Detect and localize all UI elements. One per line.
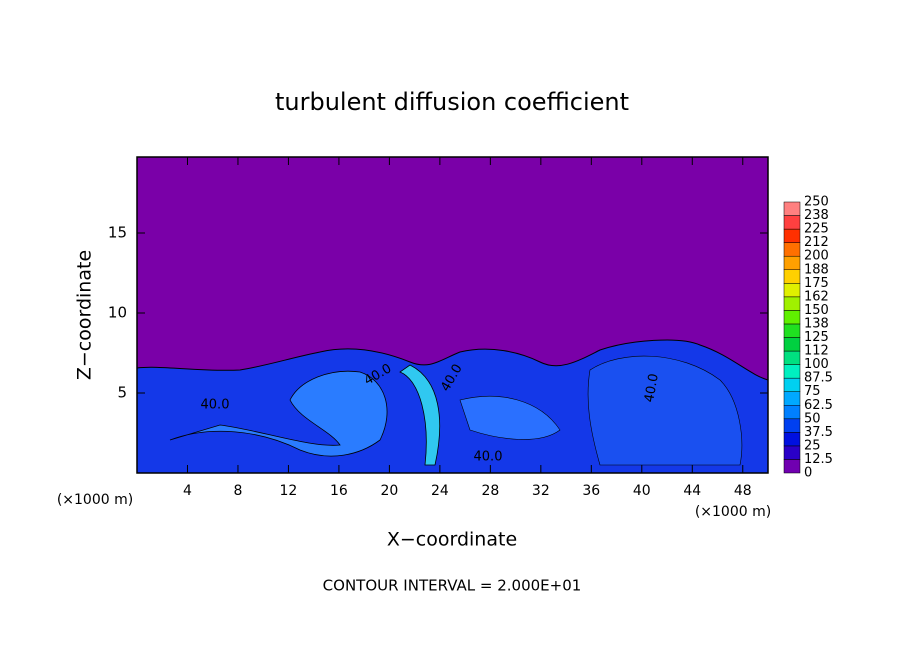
colorbar-swatch (783, 215, 801, 230)
x-tick-label: 20 (380, 483, 398, 499)
x-unit-label: (×1000 m) (57, 492, 133, 508)
colorbar-label: 175 (804, 276, 829, 291)
colorbar-swatch (783, 432, 801, 447)
colorbar-swatch (783, 255, 801, 271)
colorbar-label: 112 (804, 344, 829, 359)
colorbar-label: 0 (804, 466, 812, 481)
field (136, 157, 769, 474)
colorbar-swatch (783, 337, 801, 352)
x-tick-label: 32 (532, 483, 550, 499)
x-tick-label: 12 (280, 483, 298, 499)
colorbar-swatch (783, 242, 801, 257)
colorbar-label: 12.5 (804, 452, 833, 467)
x-tick-label: 48 (734, 483, 752, 499)
colorbar-swatch (783, 310, 801, 325)
y-tick-label: 15 (108, 224, 127, 242)
x-axis-label: X−coordinate (387, 529, 517, 551)
x-tick-label: 24 (431, 483, 449, 499)
colorbar-label: 138 (804, 316, 829, 331)
colorbar-label: 188 (804, 262, 829, 277)
field-region (399, 364, 441, 466)
colorbar-label: 200 (804, 249, 829, 264)
colorbar-label: 250 (804, 195, 829, 210)
colorbar-swatch (783, 323, 801, 338)
x-tick-label: 4 (183, 483, 192, 499)
colorbar-swatch (783, 283, 801, 298)
colorbar-label: 62.5 (804, 398, 833, 413)
x-tick-label: 40 (633, 483, 651, 499)
colorbar-swatch (783, 391, 801, 406)
colorbar-label: 100 (804, 357, 829, 372)
colorbar-swatch (783, 228, 801, 243)
colorbar-label: 50 (804, 411, 821, 426)
y-tick-label: 10 (108, 304, 127, 322)
colorbar-label: 238 (804, 208, 829, 223)
x-tick-label: 36 (582, 483, 600, 499)
x-tick-label: 44 (683, 483, 701, 499)
colorbar-swatch (783, 377, 801, 392)
contour-label: 40.0 (201, 398, 230, 413)
colorbar-swatch (783, 296, 801, 311)
colorbar-swatch (783, 201, 801, 216)
colorbar-swatch (783, 418, 801, 433)
x-tick-label: 28 (481, 483, 499, 499)
y-axis-label: Z−coordinate (74, 250, 96, 380)
colorbar-swatch (783, 405, 801, 420)
x-unit-label: (×1000 m) (695, 504, 771, 520)
colorbar-label: 25 (804, 438, 821, 453)
colorbar-swatch (783, 445, 801, 460)
field-region (169, 370, 388, 457)
x-tick-label: 8 (233, 483, 242, 499)
y-tick-label: 5 (117, 384, 127, 402)
colorbar-swatch (783, 269, 801, 284)
colorbar-label: 212 (804, 235, 829, 250)
contour-label: 40.0 (474, 450, 503, 465)
field-region (459, 395, 561, 440)
colorbar-label: 125 (804, 330, 829, 345)
footer-note: CONTOUR INTERVAL = 2.000E+01 (323, 577, 582, 595)
colorbar-label: 225 (804, 222, 829, 237)
contour-label: 40.0 (642, 372, 662, 403)
colorbar-label: 162 (804, 289, 829, 304)
colorbar-swatch (783, 364, 801, 379)
chart-title: turbulent diffusion coefficient (275, 88, 629, 116)
x-tick-label: 16 (330, 483, 348, 499)
plot-frame (136, 156, 769, 474)
colorbar-label: 37.5 (804, 425, 833, 440)
colorbar-swatch (783, 459, 801, 474)
colorbar-label: 87.5 (804, 371, 833, 386)
colorbar-label: 75 (804, 384, 821, 399)
colorbar-label: 150 (804, 303, 829, 318)
field-region (587, 355, 743, 466)
colorbar-swatch (783, 350, 801, 365)
